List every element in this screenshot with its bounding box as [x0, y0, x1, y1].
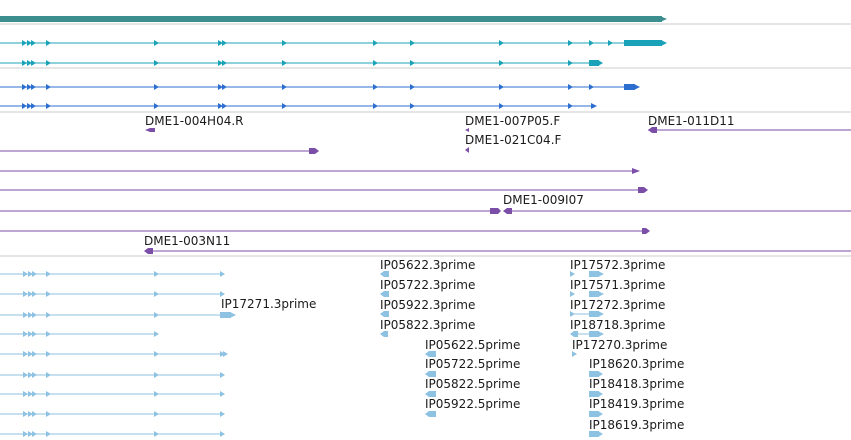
- est-feature[interactable]: [0, 187, 648, 193]
- transcript-feature[interactable]: [0, 40, 667, 46]
- est-label: DME1-004H04.R: [145, 114, 244, 128]
- cdna-feature[interactable]: [425, 411, 436, 417]
- cdna-label: IP05922.5prime: [425, 397, 520, 411]
- transcript-track: [0, 40, 667, 109]
- cdna-feature[interactable]: [0, 271, 225, 277]
- est-feature[interactable]: [465, 128, 469, 132]
- cdna-feature[interactable]: [425, 391, 436, 397]
- cdna-label: IP18419.3prime: [589, 397, 684, 411]
- cdna-label: IP17270.3prime: [572, 338, 667, 352]
- est-label: DME1-009I07: [503, 193, 584, 207]
- transcript-feature[interactable]: [0, 103, 597, 109]
- est-feature[interactable]: [0, 208, 851, 214]
- est-label: DME1-003N11: [144, 234, 230, 248]
- cdna-label: IP17571.3prime: [570, 278, 665, 292]
- cdna-label: IP17572.3prime: [570, 258, 665, 272]
- cdna-feature[interactable]: [589, 431, 603, 437]
- est-feature[interactable]: [145, 128, 155, 132]
- cdna-feature[interactable]: [425, 351, 436, 357]
- cdna-feature[interactable]: [0, 391, 225, 397]
- cdna-feature[interactable]: [0, 372, 225, 378]
- est-label: DME1-011D11: [648, 114, 735, 128]
- est-track: DME1-004H04.R DME1-007P05.F DME1-011D11 …: [0, 114, 851, 254]
- cdna-feature[interactable]: [425, 371, 436, 377]
- est-feature[interactable]: [465, 147, 469, 153]
- cdna-label: IP17271.3prime: [221, 297, 316, 311]
- cdna-feature[interactable]: [570, 311, 604, 317]
- cdna-label: IP05822.3prime: [380, 318, 475, 332]
- cdna-feature[interactable]: [570, 291, 604, 297]
- cdna-label: IP05822.5prime: [425, 377, 520, 391]
- est-feature[interactable]: [0, 148, 319, 154]
- cdna-feature[interactable]: [380, 291, 389, 297]
- gene-track: [0, 16, 667, 22]
- est-feature[interactable]: [0, 228, 650, 234]
- cdna-feature[interactable]: [380, 271, 389, 277]
- cdna-feature[interactable]: [589, 371, 603, 377]
- cdna-label: IP05622.5prime: [425, 338, 520, 352]
- est-label: DME1-007P05.F: [465, 114, 560, 128]
- gene-feature[interactable]: [0, 16, 667, 22]
- transcript-feature[interactable]: [0, 84, 640, 90]
- cdna-label: IP18619.3prime: [589, 418, 684, 432]
- transcript-feature[interactable]: [0, 60, 603, 66]
- cdna-label: IP18620.3prime: [589, 357, 684, 371]
- cdna-feature[interactable]: [589, 391, 603, 397]
- cdna-feature[interactable]: [589, 411, 603, 417]
- est-feature[interactable]: [648, 127, 851, 133]
- est-label: DME1-021C04.F: [465, 133, 562, 147]
- cdna-track: IP17271.3prime IP05622.3prime IP05722.3p…: [0, 258, 684, 437]
- est-feature[interactable]: [0, 168, 640, 174]
- cdna-feature[interactable]: [0, 331, 159, 337]
- cdna-label: IP05622.3prime: [380, 258, 475, 272]
- cdna-feature[interactable]: [0, 312, 236, 318]
- cdna-label: IP18418.3prime: [589, 377, 684, 391]
- cdna-feature[interactable]: [380, 311, 389, 317]
- cdna-feature[interactable]: [0, 431, 225, 437]
- cdna-label: IP05722.5prime: [425, 357, 520, 371]
- cdna-feature[interactable]: [380, 331, 388, 337]
- cdna-label: IP18718.3prime: [570, 318, 665, 332]
- cdna-feature[interactable]: [572, 351, 577, 357]
- cdna-feature[interactable]: [0, 291, 225, 297]
- cdna-feature[interactable]: [570, 331, 604, 337]
- cdna-label: IP05722.3prime: [380, 278, 475, 292]
- cdna-feature[interactable]: [570, 271, 604, 277]
- cdna-label: IP17272.3prime: [570, 298, 665, 312]
- cdna-feature[interactable]: [0, 351, 228, 357]
- cdna-label: IP05922.3prime: [380, 298, 475, 312]
- est-feature[interactable]: [144, 248, 851, 254]
- cdna-feature[interactable]: [0, 411, 225, 417]
